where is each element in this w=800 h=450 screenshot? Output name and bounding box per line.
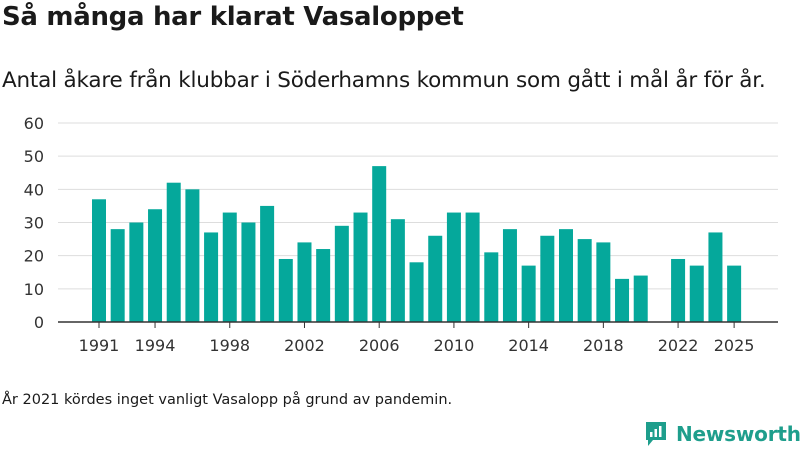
y-tick-label: 20	[24, 247, 44, 266]
bar-2019	[615, 278, 630, 322]
footnote: År 2021 kördes inget vanligt Vasalopp på…	[2, 392, 453, 408]
y-tick-label: 60	[24, 114, 44, 133]
bar-1992	[110, 229, 125, 322]
x-tick-label: 2006	[359, 336, 400, 355]
bar-2010	[446, 212, 461, 322]
bar-2009	[428, 235, 443, 322]
bar-2005	[353, 212, 368, 322]
bar-2008	[409, 262, 424, 322]
bar-2025	[727, 265, 742, 322]
brand-logo: Newsworthy	[644, 420, 800, 448]
chart-title: Så många har klarat Vasaloppet	[2, 2, 464, 32]
x-tick-label: 2002	[284, 336, 325, 355]
bar-2004	[334, 225, 349, 322]
bar-2013	[502, 229, 517, 322]
bar-1996	[185, 189, 200, 322]
y-tick-label: 0	[34, 313, 44, 332]
bar-chart: 0 10 20 30 40 50 60 1991 1994 1998 2002 2006 2010 20…	[24, 114, 778, 355]
bar-1991	[92, 199, 106, 322]
y-tick-label: 30	[24, 214, 44, 233]
bar-2001	[278, 258, 293, 322]
bar-2014	[521, 265, 536, 322]
bar-2020	[633, 275, 648, 322]
brand-name: Newsworthy	[676, 422, 800, 446]
x-tick-label: 2025	[714, 336, 755, 355]
y-tick-label: 10	[24, 280, 44, 299]
x-axis	[58, 321, 778, 328]
bar-2003	[316, 249, 331, 322]
bar-2015	[540, 235, 555, 322]
bar-2023	[689, 265, 704, 322]
x-tick-label: 1998	[209, 336, 250, 355]
y-tick-label: 50	[24, 147, 44, 166]
bar-2017	[577, 239, 592, 322]
y-tick-label: 40	[24, 180, 44, 199]
bar-1993	[129, 222, 144, 322]
bar-2016	[559, 229, 573, 322]
bar-2007	[390, 219, 405, 322]
y-axis-labels: 0 10 20 30 40 50 60	[24, 114, 44, 332]
x-axis-labels: 1991 1994 1998 2002 2006 2010 2014 2018 2022 2025	[79, 336, 755, 355]
bar-1998	[222, 212, 237, 322]
newsworthy-logo-icon	[646, 422, 666, 446]
bar-2018	[596, 242, 611, 322]
bar-1994	[148, 209, 163, 322]
chart-subtitle: Antal åkare från klubbar i Söderhamns ko…	[2, 68, 766, 93]
bars	[92, 166, 742, 322]
bar-2024	[708, 232, 723, 322]
bar-2011	[465, 212, 480, 322]
x-tick-label: 2010	[434, 336, 475, 355]
x-tick-label: 2014	[508, 336, 549, 355]
x-tick-label: 2018	[583, 336, 624, 355]
x-tick-label: 1991	[79, 336, 120, 355]
bar-2012	[484, 252, 499, 322]
x-tick-label: 1994	[135, 336, 176, 355]
bar-2022	[671, 258, 686, 322]
bar-1999	[241, 222, 256, 322]
bar-2006	[372, 166, 387, 322]
bar-1995	[166, 182, 181, 322]
x-tick-label: 2022	[658, 336, 699, 355]
bar-1997	[204, 232, 219, 322]
bar-2000	[260, 205, 275, 322]
bar-2002	[297, 242, 312, 322]
